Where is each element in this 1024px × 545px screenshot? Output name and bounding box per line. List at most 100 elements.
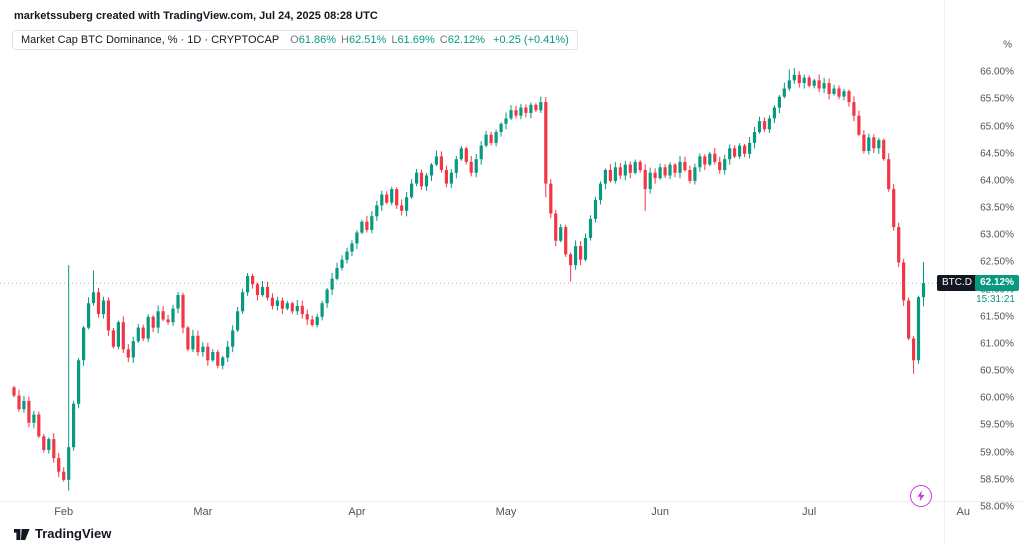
candle-body[interactable] <box>335 267 339 279</box>
candle-body[interactable] <box>857 115 861 135</box>
candle-body[interactable] <box>529 104 533 113</box>
candle-body[interactable] <box>285 303 289 309</box>
candle-body[interactable] <box>454 159 458 173</box>
candle-body[interactable] <box>772 107 776 119</box>
candle-body[interactable] <box>797 74 801 84</box>
candle-body[interactable] <box>47 439 51 450</box>
candle-body[interactable] <box>668 164 672 176</box>
candle-body[interactable] <box>559 227 563 241</box>
candle-body[interactable] <box>439 156 443 170</box>
candle-body[interactable] <box>340 259 344 268</box>
candle-body[interactable] <box>111 330 115 347</box>
candle-body[interactable] <box>32 414 36 423</box>
candle-body[interactable] <box>57 458 61 472</box>
candle-body[interactable] <box>583 238 588 260</box>
candle-body[interactable] <box>718 161 722 171</box>
candle-body[interactable] <box>603 170 607 184</box>
candle-body[interactable] <box>181 295 185 328</box>
candle-body[interactable] <box>683 161 687 171</box>
candle-body[interactable] <box>598 183 603 200</box>
candle-body[interactable] <box>395 189 399 206</box>
candle-body[interactable] <box>146 316 150 339</box>
candle-body[interactable] <box>255 284 260 296</box>
candle-body[interactable] <box>27 401 31 423</box>
candle-body[interactable] <box>410 183 414 198</box>
candle-body[interactable] <box>638 161 642 171</box>
candle-body[interactable] <box>504 118 508 124</box>
candle-body[interactable] <box>161 311 165 320</box>
candle-body[interactable] <box>320 303 324 317</box>
candle-body[interactable] <box>862 134 866 151</box>
chart-legend[interactable]: Market Cap BTC Dominance, % · 1D · CRYPT… <box>12 30 578 50</box>
candle-body[interactable] <box>270 297 274 306</box>
candle-body[interactable] <box>564 227 568 255</box>
candle-body[interactable] <box>509 110 513 119</box>
candle-body[interactable] <box>767 118 771 130</box>
candle-body[interactable] <box>360 221 364 233</box>
candle-body[interactable] <box>524 107 528 113</box>
candle-body[interactable] <box>633 161 637 173</box>
candle-body[interactable] <box>464 148 468 162</box>
candle-body[interactable] <box>415 172 419 184</box>
candle-body[interactable] <box>370 216 374 230</box>
candle-body[interactable] <box>101 300 106 315</box>
candle-body[interactable] <box>698 156 702 168</box>
candle-body[interactable] <box>678 161 682 173</box>
candle-body[interactable] <box>822 83 826 89</box>
candle-body[interactable] <box>350 243 354 252</box>
candle-body[interactable] <box>579 246 583 260</box>
candle-body[interactable] <box>887 159 891 190</box>
candle-body[interactable] <box>22 401 26 410</box>
candle-body[interactable] <box>912 338 916 361</box>
candle-body[interactable] <box>728 148 732 160</box>
candle-body[interactable] <box>593 199 598 219</box>
candle-body[interactable] <box>166 319 170 323</box>
candle-body[interactable] <box>608 170 612 181</box>
candle-body[interactable] <box>748 142 752 154</box>
candle-body[interactable] <box>380 194 384 206</box>
candle-body[interactable] <box>648 172 652 189</box>
candle-body[interactable] <box>752 132 757 143</box>
candle-body[interactable] <box>837 88 841 97</box>
candle-body[interactable] <box>588 218 593 238</box>
candle-body[interactable] <box>703 156 707 165</box>
candle-body[interactable] <box>653 172 657 179</box>
candle-body[interactable] <box>186 327 190 350</box>
candle-body[interactable] <box>643 170 647 189</box>
candle-body[interactable] <box>762 121 767 130</box>
candle-body[interactable] <box>226 346 230 358</box>
candle-body[interactable] <box>419 172 424 187</box>
candle-body[interactable] <box>902 262 906 301</box>
candle-body[interactable] <box>42 436 46 450</box>
candle-body[interactable] <box>499 123 503 132</box>
candle-body[interactable] <box>792 74 796 81</box>
candle-body[interactable] <box>260 286 265 296</box>
candle-body[interactable] <box>673 164 677 173</box>
candle-body[interactable] <box>921 283 926 298</box>
candle-body[interactable] <box>663 167 667 176</box>
candle-body[interactable] <box>390 189 394 203</box>
candle-body[interactable] <box>867 137 871 151</box>
candle-body[interactable] <box>211 352 215 361</box>
candle-body[interactable] <box>479 145 483 160</box>
candle-body[interactable] <box>484 134 488 146</box>
candle-body[interactable] <box>693 167 697 181</box>
candle-body[interactable] <box>892 189 896 228</box>
candle-body[interactable] <box>519 107 523 116</box>
candle-body[interactable] <box>807 77 811 86</box>
candle-body[interactable] <box>251 276 255 285</box>
candle-body[interactable] <box>569 254 573 266</box>
candle-body[interactable] <box>688 170 692 181</box>
candle-body[interactable] <box>429 164 434 176</box>
candle-body[interactable] <box>459 148 463 160</box>
candle-body[interactable] <box>305 314 309 320</box>
candle-body[interactable] <box>116 322 120 347</box>
candle-body[interactable] <box>151 316 155 328</box>
candle-body[interactable] <box>877 140 881 149</box>
candle-body[interactable] <box>121 322 125 350</box>
candle-body[interactable] <box>613 167 617 181</box>
candle-body[interactable] <box>623 164 627 176</box>
candle-body[interactable] <box>907 300 911 339</box>
candle-body[interactable] <box>787 80 791 89</box>
